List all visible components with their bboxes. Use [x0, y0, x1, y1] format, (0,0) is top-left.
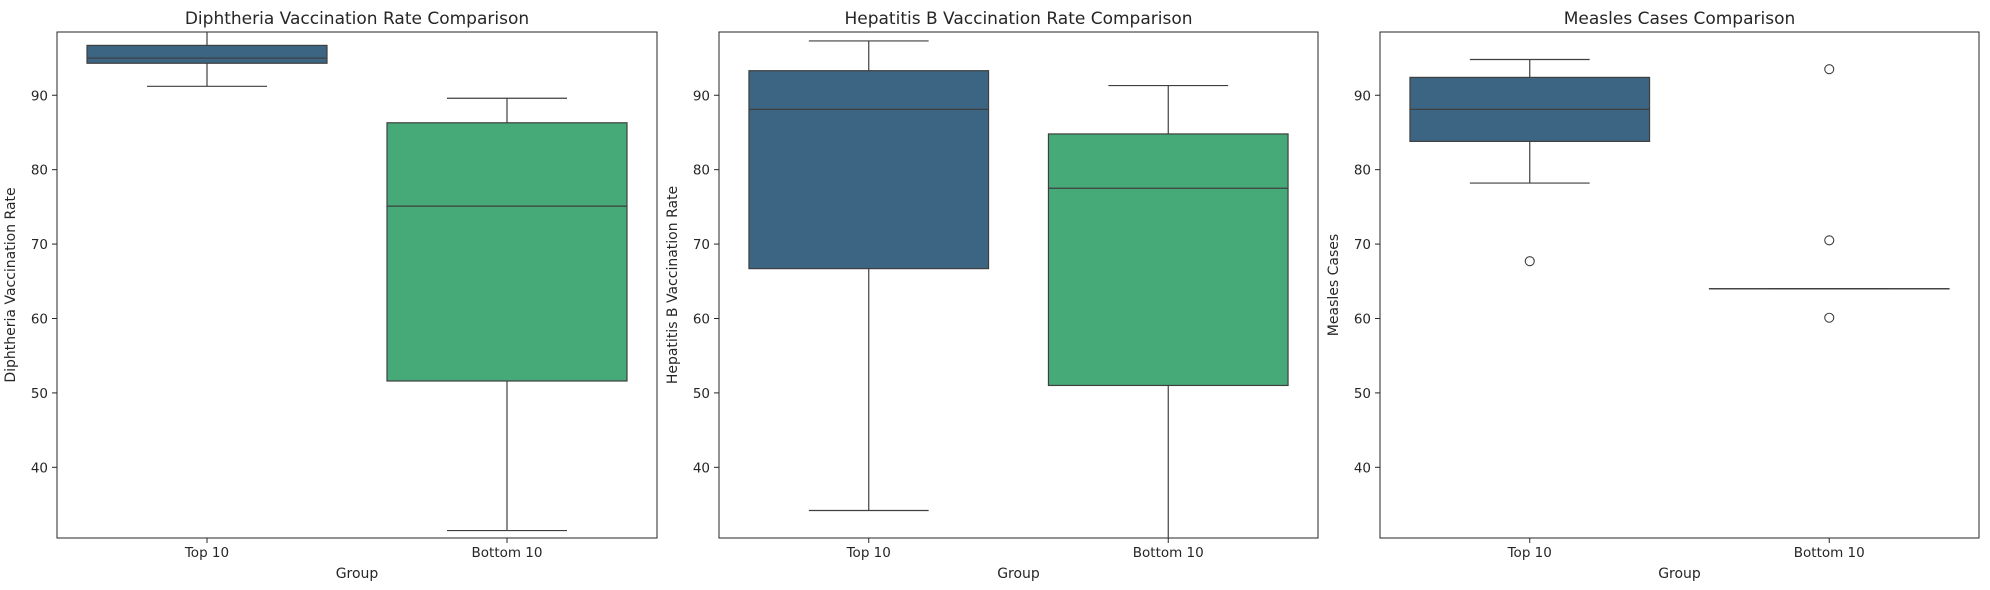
- outlier-point: [1524, 256, 1535, 267]
- box-body: [86, 44, 328, 64]
- y-tick-label: 50: [1354, 386, 1371, 402]
- x-axis-label: Group: [336, 566, 379, 582]
- box-body: [748, 70, 990, 270]
- y-axis-label: Diphtheria Vaccination Rate: [3, 187, 19, 382]
- chart-title: Measles Cases Comparison: [1564, 9, 1796, 29]
- y-axis-label: Hepatitis B Vaccination Rate: [665, 186, 681, 384]
- y-tick-label: 40: [693, 460, 710, 476]
- box-body: [386, 122, 628, 382]
- y-tick-label: 40: [1354, 460, 1371, 476]
- y-tick-label: 80: [31, 163, 48, 179]
- x-tick-label: Top 10: [846, 545, 891, 561]
- x-tick-label: Bottom 10: [1794, 545, 1865, 561]
- x-tick-label: Top 10: [184, 545, 229, 561]
- x-axis-label: Group: [997, 566, 1040, 582]
- y-tick-label: 70: [1354, 237, 1371, 253]
- x-axis-label: Group: [1658, 566, 1701, 582]
- y-tick-label: 50: [31, 386, 48, 402]
- x-tick-label: Top 10: [1507, 545, 1552, 561]
- y-tick-label: 60: [31, 311, 48, 327]
- y-tick-label: 90: [693, 88, 710, 104]
- plot-frame: [56, 31, 658, 539]
- y-tick-label: 90: [1354, 88, 1371, 104]
- x-tick-label: Bottom 10: [472, 545, 543, 561]
- y-tick-label: 70: [31, 237, 48, 253]
- y-tick-label: 70: [693, 237, 710, 253]
- y-tick-label: 60: [1354, 311, 1371, 327]
- y-tick-label: 90: [31, 88, 48, 104]
- x-tick-label: Bottom 10: [1133, 545, 1204, 561]
- box-body: [1047, 133, 1289, 387]
- outlier-point: [1824, 312, 1835, 323]
- outlier-point: [1824, 235, 1835, 246]
- y-tick-label: 60: [693, 311, 710, 327]
- outlier-point: [1824, 64, 1835, 75]
- plot-frame: [718, 31, 1319, 539]
- y-tick-label: 50: [693, 386, 710, 402]
- plot-frame: [1379, 31, 1980, 539]
- y-tick-label: 80: [693, 163, 710, 179]
- y-tick-label: 40: [31, 460, 48, 476]
- y-tick-label: 80: [1354, 163, 1371, 179]
- y-axis-label: Measles Cases: [1326, 234, 1342, 336]
- chart-title: Diphtheria Vaccination Rate Comparison: [185, 9, 529, 29]
- chart-title: Hepatitis B Vaccination Rate Comparison: [844, 9, 1192, 29]
